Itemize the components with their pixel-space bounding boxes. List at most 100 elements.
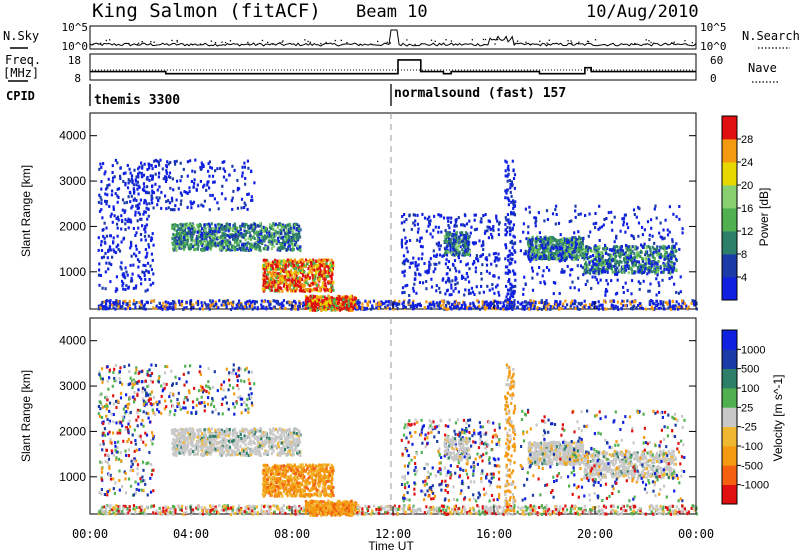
range-cell — [124, 183, 127, 187]
range-cell — [130, 174, 134, 178]
range-cell — [274, 281, 277, 285]
range-cell — [291, 228, 294, 232]
range-cell — [191, 169, 194, 173]
range-cell — [470, 225, 473, 229]
range-cell — [211, 299, 214, 303]
range-cell — [506, 255, 509, 258]
range-cell — [102, 255, 106, 259]
range-cell — [269, 288, 272, 292]
range-cell — [577, 301, 580, 305]
range-cell — [504, 271, 507, 275]
range-cell — [540, 244, 543, 248]
range-cell — [222, 226, 225, 230]
noise-ytick-bottom-right: 10^0 — [700, 40, 727, 53]
range-cell — [512, 295, 515, 299]
range-cell — [620, 260, 623, 264]
range-cell — [246, 159, 249, 163]
range-cell — [302, 301, 305, 305]
range-cell — [146, 217, 149, 221]
range-cell — [580, 248, 583, 251]
range-cell — [466, 262, 469, 266]
range-cell — [259, 229, 262, 233]
range-cell — [145, 269, 148, 273]
range-cell — [453, 303, 457, 307]
range-cell — [461, 251, 465, 255]
range-cell — [191, 201, 194, 205]
range-cell — [558, 249, 561, 253]
range-cell — [116, 222, 119, 226]
range-cell — [284, 240, 287, 244]
range-cell — [319, 289, 322, 293]
range-cell — [277, 286, 280, 290]
range-cell — [272, 239, 275, 243]
range-cell — [165, 303, 168, 307]
range-cell — [259, 224, 262, 228]
range-cell — [532, 246, 535, 250]
range-cell — [446, 288, 449, 292]
noise-search-dot — [141, 41, 143, 43]
range-cell — [530, 300, 533, 304]
range-cell — [668, 255, 671, 259]
range-cell — [243, 229, 246, 233]
range-cell — [127, 181, 130, 185]
range-cell — [258, 236, 261, 240]
range-cell — [195, 247, 198, 251]
range-cell — [178, 231, 181, 235]
range-cell — [186, 160, 189, 164]
range-cell — [582, 247, 585, 251]
range-cell — [104, 199, 107, 203]
range-cell — [110, 193, 113, 197]
range-cell — [304, 258, 308, 262]
range-cell — [460, 276, 464, 280]
range-cell — [476, 299, 479, 303]
range-cell — [435, 301, 438, 305]
cpid-first-segment: themis 3300 — [94, 93, 180, 108]
range-cell — [428, 220, 431, 223]
noise-panel: 10^5 10^0 10^5 10^0 — [62, 21, 727, 53]
range-cell — [242, 233, 245, 237]
range-cell — [298, 305, 301, 308]
range-cell — [200, 161, 203, 165]
range-cell — [404, 241, 407, 245]
range-cell — [246, 193, 249, 196]
range-cell — [154, 172, 157, 176]
range-cell — [642, 257, 645, 261]
range-cell — [189, 302, 192, 306]
range-cell — [645, 246, 648, 250]
range-cell — [279, 260, 282, 263]
range-cell — [662, 304, 665, 308]
range-cell — [247, 225, 250, 229]
range-cell — [310, 288, 314, 292]
range-cell — [298, 289, 301, 293]
range-cell — [361, 302, 364, 306]
range-cell — [134, 244, 138, 248]
range-cell — [670, 250, 673, 254]
range-cell — [188, 222, 192, 226]
range-cell — [388, 307, 391, 311]
range-cell — [244, 301, 247, 305]
range-cell — [423, 216, 427, 220]
range-cell — [671, 255, 674, 259]
range-cell — [250, 237, 253, 241]
range-cell — [671, 299, 674, 303]
range-cell — [525, 303, 528, 307]
range-cell — [497, 252, 500, 256]
range-cell — [261, 306, 264, 310]
range-cell — [327, 268, 330, 271]
range-cell — [449, 245, 452, 249]
range-cell — [417, 227, 420, 231]
range-cell — [435, 284, 438, 288]
range-cell — [330, 268, 333, 272]
range-cell — [384, 305, 387, 309]
range-cell — [497, 290, 500, 294]
range-cell — [457, 216, 460, 220]
range-cell — [354, 303, 357, 307]
range-cell — [408, 299, 411, 303]
range-cell — [670, 266, 673, 270]
range-cell — [277, 261, 280, 265]
range-cell — [262, 225, 265, 229]
range-cell — [203, 233, 206, 237]
range-cell — [127, 226, 130, 230]
range-cell — [435, 253, 438, 257]
range-cell — [395, 303, 398, 307]
